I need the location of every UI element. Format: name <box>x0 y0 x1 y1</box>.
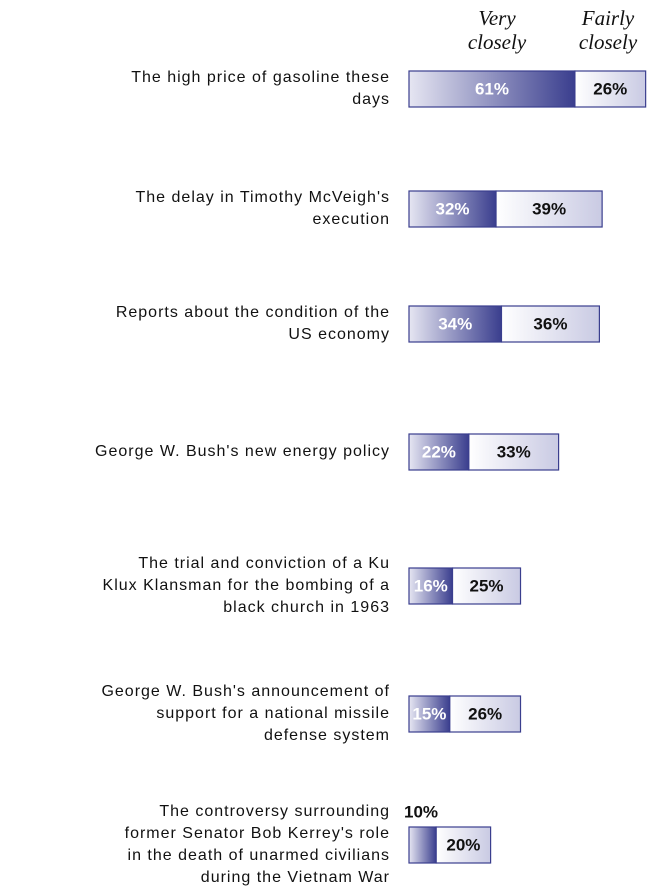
category-label: George W. Bush's new energy policy <box>95 443 390 460</box>
legend-entry: Fairly closely <box>579 6 638 54</box>
value-label: 20% <box>446 835 480 854</box>
bar-segment <box>468 433 560 471</box>
bar-segment <box>574 70 647 108</box>
value-label: 15% <box>412 704 446 723</box>
category-label: The high price of gasoline these days <box>131 69 390 108</box>
value-label: 39% <box>532 199 566 218</box>
legend-entry: Very closely <box>468 6 527 54</box>
value-label: 34% <box>438 314 472 333</box>
legend-word: closely <box>468 30 527 54</box>
bar-segment <box>408 695 451 733</box>
category-label: Reports about the condition of the US ec… <box>115 304 390 343</box>
bar-segment <box>495 190 603 228</box>
legend-word: Fairly <box>581 6 635 30</box>
value-label: 61% <box>475 79 509 98</box>
bar-segment <box>500 305 601 343</box>
bar-segment <box>435 826 492 864</box>
value-label: 16% <box>414 576 448 595</box>
bar-segment <box>408 433 470 471</box>
bar-segment <box>451 567 522 605</box>
value-label: 26% <box>468 704 502 723</box>
bar-segment <box>449 695 522 733</box>
value-label: 10% <box>404 802 438 821</box>
legend-word: closely <box>579 30 638 54</box>
legend-word: Very <box>478 6 516 30</box>
bar-segment <box>408 305 503 343</box>
category-label: The trial and conviction of a Ku Klux Kl… <box>102 555 390 616</box>
bar-segment <box>408 70 576 108</box>
bar-segment <box>408 826 437 864</box>
value-label: 25% <box>470 576 504 595</box>
value-label: 36% <box>533 314 567 333</box>
value-label: 22% <box>422 442 456 461</box>
category-label: George W. Bush's announcement of support… <box>101 683 390 744</box>
value-label: 26% <box>593 79 627 98</box>
category-label: The controversy surrounding former Senat… <box>124 803 390 886</box>
category-label: The delay in Timothy McVeigh's execution <box>135 189 390 228</box>
bar-segment <box>408 190 497 228</box>
bar-segment <box>408 567 454 605</box>
value-label: 32% <box>436 199 470 218</box>
value-label: 33% <box>497 442 531 461</box>
